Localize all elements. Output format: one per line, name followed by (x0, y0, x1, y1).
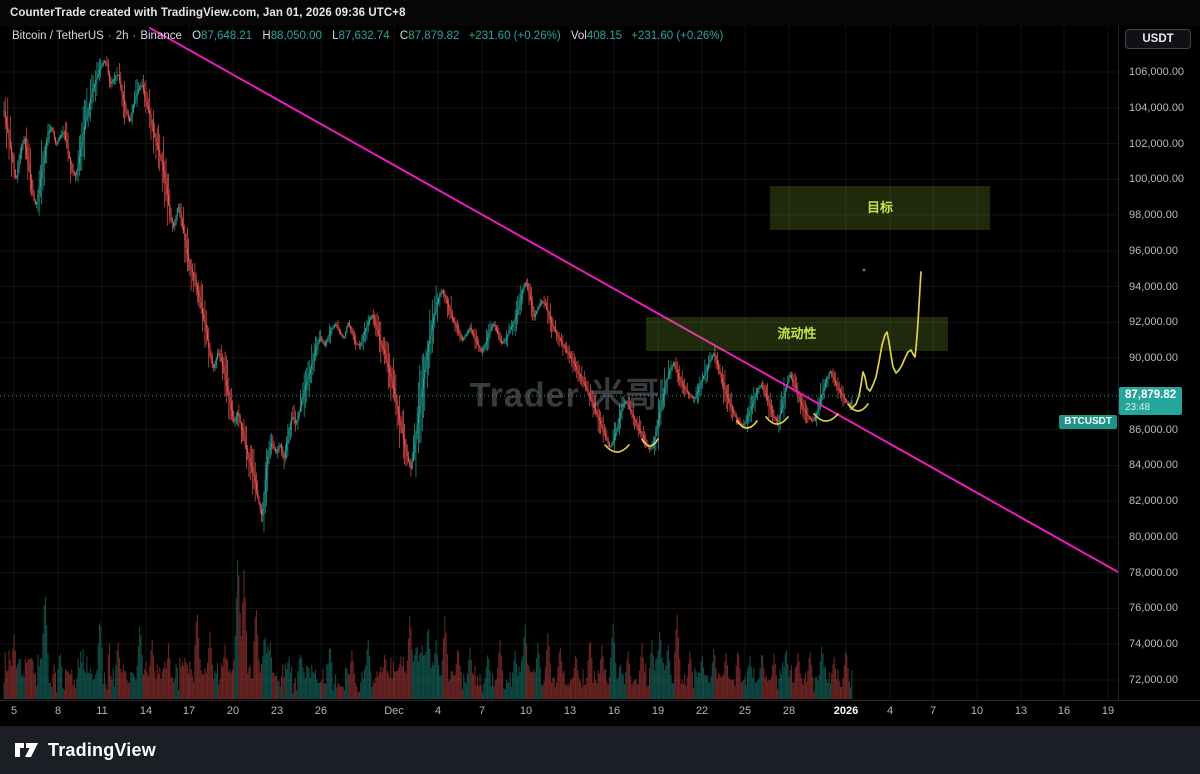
time-axis-label: 7 (929, 705, 937, 717)
volume-change-value: +231.60 (+0.26%) (631, 30, 724, 42)
time-axis-label: 13 (563, 705, 577, 717)
change-value: +231.60 (+0.26%) (468, 30, 561, 42)
price-axis-label: 94,000.00 (1129, 280, 1178, 293)
chart-pane[interactable]: 目标 流动性 Bitcoin / TetherUS · 2h · Binance O87,… (0, 26, 1118, 700)
open-value: 87,648.21 (201, 30, 253, 42)
time-axis-label: 20 (226, 705, 240, 717)
price-axis-label: 92,000.00 (1129, 316, 1178, 329)
price-axis-label: 82,000.00 (1129, 495, 1178, 508)
time-axis-label: 4 (886, 705, 894, 717)
time-axis-label: 16 (1057, 705, 1071, 717)
price-axis-label: 90,000.00 (1129, 352, 1178, 365)
price-axis-label: 84,000.00 (1129, 459, 1178, 472)
legend-interval[interactable]: 2h (115, 30, 129, 42)
legend-separator: · (107, 30, 112, 42)
time-axis-label: 19 (651, 705, 665, 717)
time-axis-label: 19 (1101, 705, 1115, 717)
price-axis[interactable]: USDT 106,000.00 104,000.00 102,000.00 100,0… (1118, 26, 1200, 700)
time-axis-label: Dec (384, 705, 404, 717)
screenshot-header: CounterTrade created with TradingView.co… (0, 0, 1200, 26)
legend-symbol[interactable]: Bitcoin / TetherUS (12, 30, 104, 42)
legend-separator: · (132, 30, 137, 42)
price-axis-label: 86,000.00 (1129, 423, 1178, 436)
time-axis-label: 2026 (833, 705, 859, 717)
price-axis-label: 80,000.00 (1129, 530, 1178, 543)
time-axis-label: 13 (1014, 705, 1028, 717)
time-axis-label: 4 (434, 705, 442, 717)
close-label: C (399, 30, 409, 42)
price-axis-label: 102,000.00 (1129, 137, 1185, 150)
price-axis-label: 72,000.00 (1129, 674, 1178, 686)
time-axis-label: 17 (182, 705, 196, 717)
time-axis-label: 10 (970, 705, 984, 717)
volume-value: 408.15 (586, 30, 623, 42)
price-axis-label: 100,000.00 (1129, 173, 1185, 186)
price-axis-label: 78,000.00 (1129, 566, 1178, 579)
time-axis-label: 22 (695, 705, 709, 717)
high-value: 88,050.00 (270, 30, 322, 42)
price-axis-label: 76,000.00 (1129, 602, 1178, 615)
time-axis-label: 14 (139, 705, 153, 717)
open-label: O (192, 30, 202, 42)
time-axis-label: 8 (54, 705, 62, 717)
low-value: 87,632.74 (338, 30, 390, 42)
price-axis-label: 98,000.00 (1129, 209, 1178, 222)
time-axis-label: 25 (738, 705, 752, 717)
svg-text:流动性: 流动性 (777, 326, 816, 341)
time-axis-label: 7 (478, 705, 486, 717)
volume-label: Vol (570, 30, 587, 42)
close-value: 87,879.82 (408, 30, 460, 42)
legend-exchange: Binance (140, 30, 182, 42)
time-axis-label: 26 (314, 705, 328, 717)
currency-toggle-button[interactable]: USDT (1125, 29, 1191, 49)
time-axis-label: 10 (519, 705, 533, 717)
bar-countdown: 23:48 (1125, 402, 1151, 413)
tradingview-brand-name[interactable]: TradingView (48, 739, 156, 760)
footer-bar: TradingView (0, 726, 1200, 774)
high-label: H (262, 30, 271, 42)
price-axis-label: 106,000.00 (1129, 66, 1185, 78)
symbol-legend: Bitcoin / TetherUS · 2h · Binance O87,648.21… (12, 30, 723, 42)
symbol-price-tag: BTCUSDT (1059, 415, 1117, 429)
time-axis-label: 23 (270, 705, 284, 717)
price-axis-label: 74,000.00 (1129, 638, 1178, 651)
price-axis-label: 96,000.00 (1129, 244, 1178, 257)
price-axis-label: 104,000.00 (1129, 101, 1185, 114)
time-axis-label: 11 (96, 705, 108, 717)
time-axis-label: 16 (607, 705, 621, 717)
time-axis-label: 28 (782, 705, 796, 717)
last-price-value: 87,879.82 (1125, 389, 1177, 401)
time-axis-label: 5 (10, 705, 18, 717)
time-axis[interactable]: 5 8 11 14 17 20 23 26 Dec 4 7 10 13 16 19 22 25 28 2026 4 7 1… (0, 700, 1200, 722)
low-label: L (332, 30, 339, 42)
svg-text:目标: 目标 (867, 200, 893, 215)
tradingview-logo-icon[interactable] (14, 739, 40, 761)
last-price-flag: 87,879.82 23:48 (1119, 387, 1182, 415)
